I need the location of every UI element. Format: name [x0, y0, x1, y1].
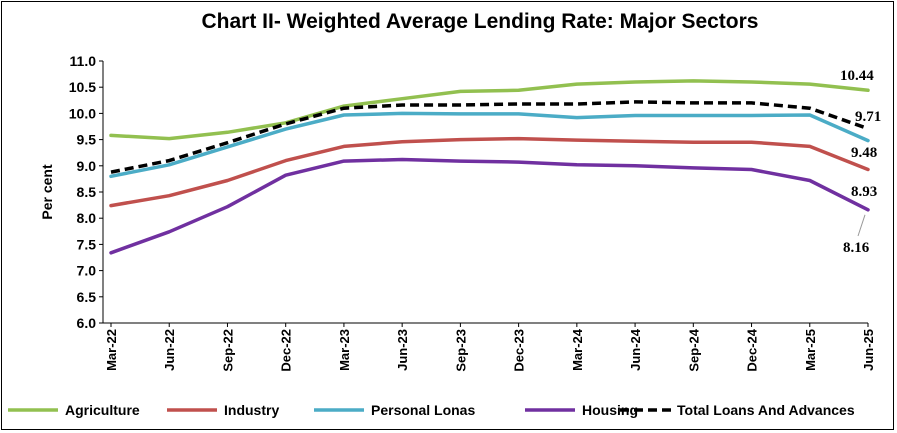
end-label: 8.93: [851, 184, 877, 200]
legend: Agriculture Industry Personal Lonas Housing…: [8, 402, 855, 418]
series-line-housing: [109, 157, 870, 255]
series-line-industry: [109, 136, 870, 208]
series-line-personal-lonas: [109, 111, 870, 179]
y-tick-label: 8.0: [77, 210, 97, 226]
end-labels: 10.44 8.93 9.48 8.16 9.71: [840, 68, 881, 256]
label-leader-line: [857, 214, 866, 237]
end-label: 8.16: [843, 240, 870, 256]
y-tick-label: 9.0: [77, 158, 97, 174]
end-label: 9.71: [855, 109, 881, 125]
x-tick-label: Dec-23: [512, 329, 527, 372]
x-tick-label: Jun-24: [628, 328, 643, 371]
y-tick-label: 9.5: [77, 132, 97, 148]
series-layer: [109, 79, 870, 255]
legend-label: Agriculture: [65, 402, 140, 418]
end-label: 9.48: [851, 145, 877, 161]
y-tick-label: 10.5: [69, 79, 96, 95]
chart-title: Chart II- Weighted Average Lending Rate:…: [202, 10, 759, 33]
y-tick-label: 8.5: [77, 184, 97, 200]
y-tick-label: 11.0: [70, 53, 97, 69]
y-tick-label: 6.0: [77, 315, 97, 331]
x-tick-label: Dec-22: [279, 329, 294, 372]
x-tick-label: Sep-24: [686, 328, 701, 371]
series-line-total-loans-and-advances: [110, 100, 869, 174]
x-tick-label: Jun-25: [861, 329, 876, 371]
series-line-agriculture: [109, 79, 870, 141]
legend-label: Personal Lonas: [371, 402, 475, 418]
x-tick-label: Mar-22: [104, 329, 119, 371]
x-tick-label: Jun-23: [395, 329, 410, 371]
legend-label: Industry: [224, 402, 279, 418]
x-tick-label: Dec-24: [745, 328, 760, 371]
x-tick-label: Sep-23: [453, 329, 468, 372]
y-tick-label: 6.5: [77, 289, 97, 305]
x-tick-label: Mar-24: [570, 328, 585, 371]
x-tick-label: Jun-22: [162, 329, 177, 371]
axes: 6.0 6.5 7.0 7.5 8.0 8.5 9.0 9.5 10.0 10.5 11.0 Mar-…: [69, 53, 876, 372]
end-label: 10.44: [840, 68, 874, 84]
x-tick-label: Mar-23: [337, 329, 352, 371]
y-tick-label: 10.0: [69, 105, 96, 121]
y-tick-label: 7.5: [77, 236, 97, 252]
x-tick-label: Sep-22: [220, 329, 235, 372]
y-axis-label: Per cent: [39, 164, 55, 220]
legend-label: Total Loans And Advances: [677, 402, 855, 418]
x-tick-label: Mar-25: [803, 329, 818, 371]
legend-label: Housing: [582, 402, 638, 418]
y-tick-label: 7.0: [77, 263, 97, 279]
